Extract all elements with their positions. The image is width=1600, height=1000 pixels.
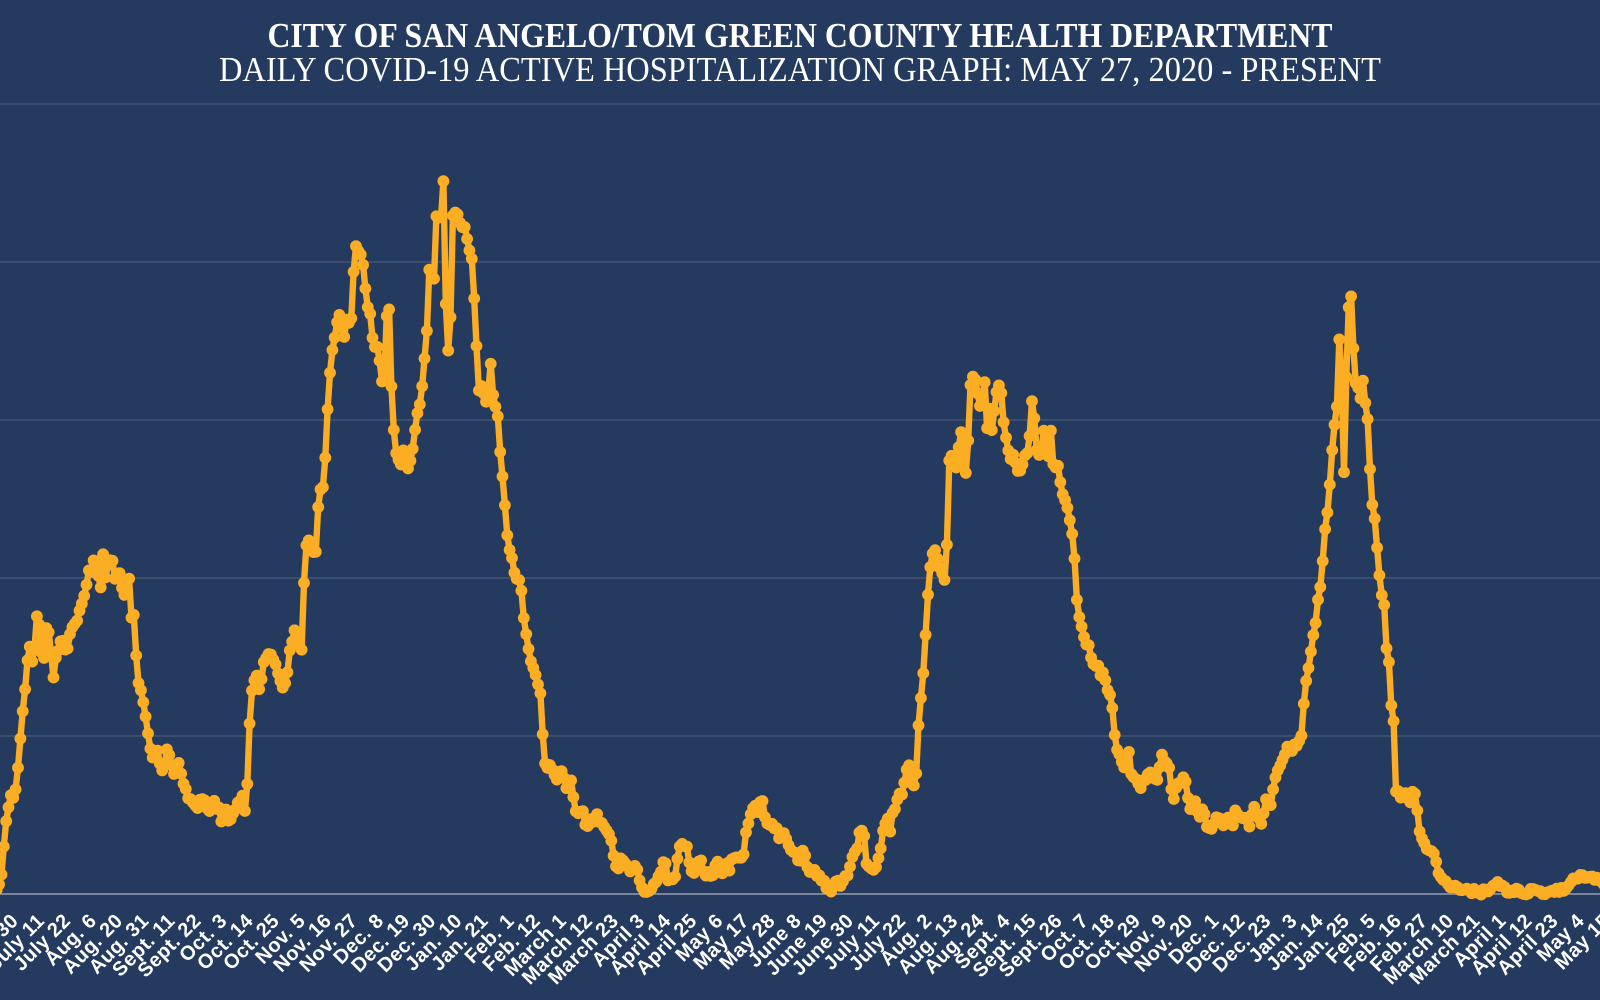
svg-text:DAILY COVID-19 ACTIVE HOSPITAL: DAILY COVID-19 ACTIVE HOSPITALIZATION GR…	[219, 50, 1381, 89]
svg-text:CITY OF SAN ANGELO/TOM GREEN C: CITY OF SAN ANGELO/TOM GREEN COUNTY HEAL…	[268, 16, 1333, 55]
